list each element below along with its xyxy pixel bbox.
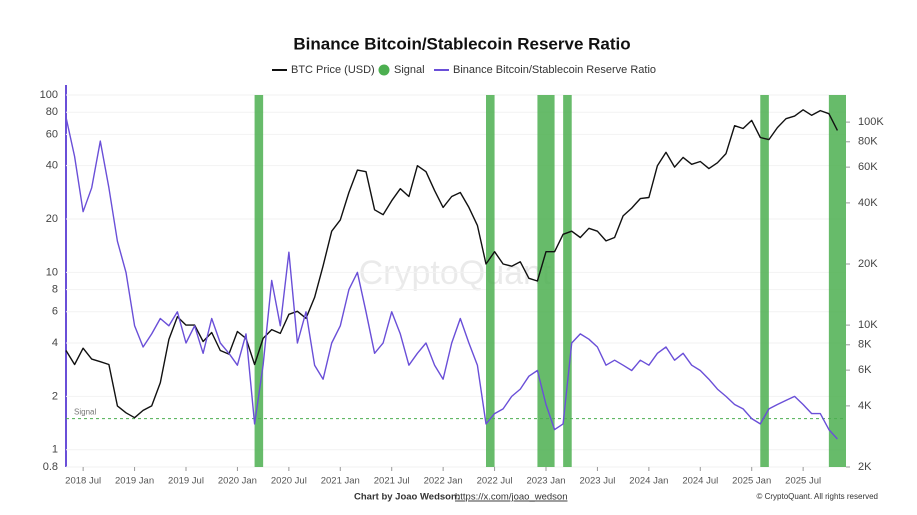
x-tick-label: 2022 Jan (424, 476, 463, 487)
y2-tick-label: 80K (858, 136, 878, 148)
y-tick-label: 1 (52, 444, 58, 456)
series-line (65, 117, 838, 440)
y-tick-label: 10 (46, 266, 58, 278)
signal-band (828, 95, 846, 467)
signal-label: Signal (74, 408, 96, 417)
x-tick-label: 2023 Jul (579, 476, 615, 487)
signal-band (563, 95, 572, 467)
y2-tick-label: 6K (858, 364, 872, 376)
signal-band (760, 95, 769, 467)
signal-band (537, 95, 555, 467)
legend-swatch (378, 64, 390, 76)
x-tick-label: 2025 Jan (732, 476, 771, 487)
y-tick-label: 8 (52, 284, 58, 296)
y-tick-label: 100 (40, 89, 58, 101)
legend-label: BTC Price (USD) (291, 64, 375, 76)
watermark: CryptoQuant (359, 254, 552, 292)
legend-label: Signal (394, 64, 425, 76)
x-tick-label: 2020 Jul (271, 476, 307, 487)
credit-link[interactable]: https://x.com/joao_wedson (455, 492, 567, 503)
y2-tick-label: 40K (858, 197, 878, 209)
legend-label: Binance Bitcoin/Stablecoin Reserve Ratio (453, 64, 656, 76)
x-tick-label: 2019 Jul (168, 476, 204, 487)
y2-tick-label: 60K (858, 161, 878, 173)
x-tick-label: 2018 Jul (65, 476, 101, 487)
y-tick-label: 40 (46, 160, 58, 172)
y2-tick-label: 4K (858, 400, 872, 412)
y-tick-label: 4 (52, 337, 58, 349)
copyright: © CryptoQuant. All rights reserved (757, 492, 879, 501)
x-tick-label: 2022 Jul (477, 476, 513, 487)
x-tick-label: 2024 Jan (629, 476, 668, 487)
x-tick-label: 2020 Jan (218, 476, 257, 487)
chart-title: Binance Bitcoin/Stablecoin Reserve Ratio (293, 34, 630, 53)
x-tick-label: 2023 Jan (526, 476, 565, 487)
y2-tick-label: 8K (858, 339, 872, 351)
y-tick-label: 2 (52, 390, 58, 402)
y2-tick-label: 10K (858, 319, 878, 331)
y2-tick-label: 100K (858, 116, 884, 128)
y2-tick-label: 2K (858, 461, 872, 473)
x-tick-label: 2025 Jul (785, 476, 821, 487)
signal-band (486, 95, 495, 467)
x-tick-label: 2021 Jul (374, 476, 410, 487)
x-tick-label: 2021 Jan (321, 476, 360, 487)
y-tick-label: 20 (46, 213, 58, 225)
y-tick-label: 80 (46, 106, 58, 118)
credit: Chart by Joao Wedson: (354, 492, 460, 503)
x-tick-label: 2019 Jan (115, 476, 154, 487)
signal-band (254, 95, 264, 467)
legend: BTC Price (USD) Signal Binance Bitcoin/S… (272, 64, 656, 76)
x-tick-label: 2024 Jul (682, 476, 718, 487)
y2-tick-label: 20K (858, 258, 878, 270)
y-tick-label: 0.8 (43, 461, 58, 473)
y-tick-label: 6 (52, 306, 58, 318)
y-tick-label: 60 (46, 128, 58, 140)
